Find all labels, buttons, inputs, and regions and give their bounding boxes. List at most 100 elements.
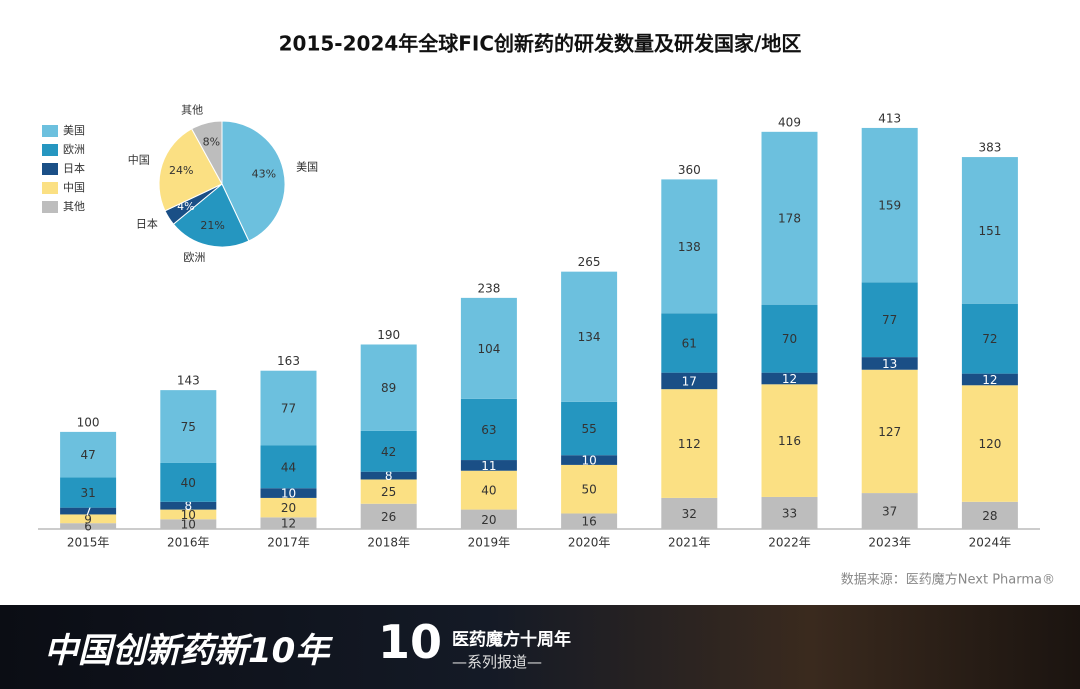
bar-segment [260,497,317,518]
segment-label: 20 [481,513,496,527]
segment-label: 72 [982,332,997,346]
bar-segment [460,470,517,510]
pie-value-label: 8% [203,136,220,149]
bar-segment [360,430,417,472]
legend-label: 日本 [63,161,85,175]
segment-label: 33 [782,506,797,520]
bar-segment [861,369,918,494]
segment-label: 138 [678,240,701,254]
bar-segment [761,496,818,529]
legend-label: 欧洲 [63,143,85,156]
segment-label: 12 [782,372,797,386]
bar-segment [561,455,618,465]
x-tick-label: 2023年 [868,536,911,550]
total-label: 238 [477,281,500,295]
segment-label: 37 [882,505,897,519]
segment-label: 6 [84,520,92,534]
bar-segment [260,488,317,498]
bar-segment [661,497,718,529]
bar-segment [60,477,117,508]
bar-segment [561,513,618,529]
bar-segment [460,460,517,471]
segment-label: 13 [882,357,897,371]
pie-slice [221,120,286,242]
bar-segment [661,372,718,390]
segment-label: 8 [385,469,393,483]
pie-slice [158,128,223,212]
bar-segment [661,389,718,498]
bar-segment [60,507,117,515]
banner-title: 中国创新药新10年 [44,631,330,671]
total-label: 383 [978,141,1001,155]
banner-subtitle: 医药魔方十周年 [452,630,571,650]
segment-label: 63 [481,423,496,437]
bar-segment [160,462,217,502]
segment-label: 104 [477,342,500,356]
segment-label: 12 [982,373,997,387]
segment-label: 75 [181,420,196,434]
bar-segment [60,523,117,529]
total-label: 409 [778,115,801,129]
segment-label: 61 [682,337,697,351]
chart-title: 2015-2024年全球FIC创新药的研发数量及研发国家/地区 [279,32,802,56]
segment-label: 42 [381,445,396,459]
segment-label: 9 [84,512,92,526]
bar-segment [160,509,217,520]
x-tick-label: 2017年 [267,536,310,550]
legend-label: 其他 [63,200,85,213]
segment-label: 17 [682,374,697,388]
legend-swatch [42,144,58,156]
total-label: 163 [277,354,300,368]
bar-segment [761,304,818,373]
bar-segment [60,514,117,524]
segment-label: 120 [978,437,1001,451]
source-note: 数据来源：医药魔方Next Pharma® [841,572,1055,588]
x-tick-label: 2021年 [668,536,711,550]
bar-segment [561,401,618,456]
segment-label: 31 [80,486,95,500]
pie-category-label: 中国 [128,154,150,167]
segment-label: 134 [578,330,601,344]
pie-value-label: 24% [169,164,193,177]
segment-label: 40 [181,476,196,490]
segment-label: 77 [882,313,897,327]
total-label: 100 [77,415,100,429]
segment-label: 10 [181,508,196,522]
legend-label: 美国 [63,124,85,137]
bar-segment [761,372,818,385]
segment-label: 7 [84,505,92,519]
segment-label: 28 [982,509,997,523]
segment-label: 70 [782,332,797,346]
bar-segment [861,357,918,370]
segment-label: 55 [581,422,596,436]
segment-label: 151 [978,224,1001,238]
bar-segment [561,464,618,514]
segment-label: 32 [682,507,697,521]
total-label: 413 [878,111,901,125]
bar-segment [761,384,818,497]
bar-segment [861,282,918,358]
pie-slice [172,183,250,248]
bar-segment [260,370,317,446]
legend-swatch [42,201,58,213]
pie-category-label: 日本 [136,217,158,231]
segment-label: 10 [281,487,296,501]
legend-swatch [42,163,58,175]
segment-label: 20 [281,501,296,515]
segment-label: 8 [184,499,192,513]
segment-label: 10 [181,518,196,532]
bar-segment [260,445,317,489]
bar-segment [160,519,217,529]
x-tick-label: 2020年 [568,536,611,550]
legend-swatch [42,125,58,137]
legend-label: 中国 [63,181,85,194]
bar-segment [460,509,517,529]
bar-segment [961,385,1018,502]
segment-label: 11 [481,459,496,473]
bar-segment [60,431,117,478]
total-label: 265 [578,255,601,269]
pie-category-label: 美国 [296,160,318,173]
segment-label: 10 [581,454,596,468]
total-label: 360 [678,163,701,177]
segment-label: 44 [281,460,296,474]
